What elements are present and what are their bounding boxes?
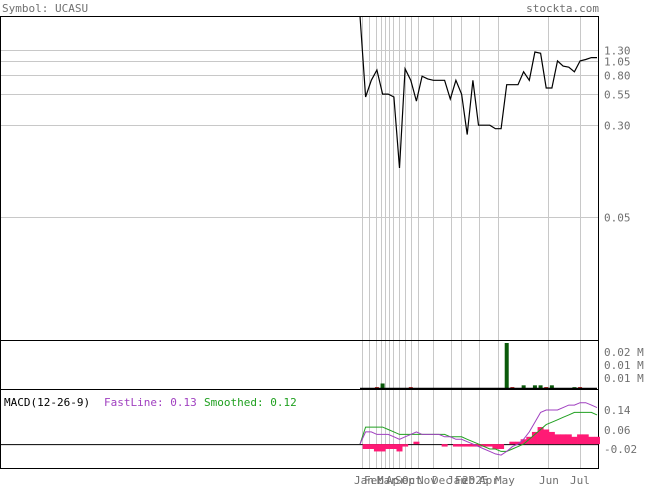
macd-histogram-bar bbox=[560, 434, 567, 445]
macd-histogram-bar bbox=[464, 444, 471, 447]
macd-histogram-bar bbox=[486, 444, 493, 447]
macd-histogram-bar bbox=[475, 444, 482, 447]
price-tick-label: 0.30 bbox=[604, 120, 631, 133]
volume-tick-label: 0.02 M bbox=[604, 346, 644, 359]
macd-histogram-bar bbox=[543, 429, 550, 445]
macd-histogram-bar bbox=[515, 441, 521, 445]
macd-tick-label: 0.06 bbox=[604, 424, 631, 437]
macd-histogram-bar bbox=[594, 436, 600, 445]
volume-tick-label: 0.01 M bbox=[604, 359, 644, 372]
x-tick-label: Mar bbox=[377, 474, 397, 486]
macd-histogram-bar bbox=[537, 427, 544, 445]
macd-smoothed-label: Smoothed: 0.12 bbox=[204, 396, 297, 409]
macd-fastline-line bbox=[359, 402, 598, 456]
macd-histogram-bar bbox=[385, 444, 392, 449]
outer-frame bbox=[0, 16, 599, 469]
macd-histogram-bar bbox=[452, 444, 459, 447]
price-series bbox=[359, 15, 597, 169]
macd-histogram-bar bbox=[402, 444, 409, 447]
macd-histogram-bar bbox=[373, 444, 380, 452]
price-tick-label: 0.05 bbox=[604, 212, 631, 225]
volume-bar bbox=[380, 383, 385, 389]
x-tick-label: Dec bbox=[432, 474, 452, 486]
macd-histogram-bar bbox=[548, 431, 555, 445]
volume-bar bbox=[538, 385, 543, 389]
x-tick-label: Feb bbox=[364, 474, 384, 486]
macd-histogram-bar bbox=[577, 434, 584, 445]
grid bbox=[0, 16, 599, 469]
volume-bars bbox=[360, 343, 597, 390]
macd-histogram-bar bbox=[469, 444, 476, 447]
panel-frames bbox=[0, 16, 599, 469]
volume-bar bbox=[504, 343, 509, 389]
volume-bar bbox=[532, 385, 537, 389]
x-tick-label: Nov bbox=[417, 474, 437, 486]
macd-histogram-bar bbox=[588, 436, 595, 445]
x-tick-label: Jul bbox=[570, 474, 590, 486]
macd-histogram-bar bbox=[498, 444, 505, 449]
macd-smoothed-line bbox=[359, 411, 598, 452]
x-tick-label: Sep bbox=[395, 474, 415, 486]
price-line bbox=[359, 15, 597, 169]
macd-histogram-bar bbox=[362, 444, 369, 449]
macd-histogram-bar bbox=[368, 444, 375, 449]
macd-histogram-bar bbox=[379, 444, 386, 452]
macd-histogram-bar bbox=[458, 444, 465, 447]
price-tick-label: 1.05 bbox=[604, 56, 631, 69]
macd-histogram-bar bbox=[520, 439, 527, 445]
x-tick-label: Apr bbox=[479, 474, 499, 486]
macd-histogram-bar bbox=[492, 444, 499, 449]
macd-histogram-bar bbox=[396, 444, 403, 452]
macd-tick-label: -0.02 bbox=[604, 443, 637, 456]
price-tick-label: 1.30 bbox=[604, 45, 631, 58]
macd-histogram-bar bbox=[554, 434, 561, 445]
x-tick-label: Jan bbox=[447, 474, 467, 486]
macd-histogram-bar bbox=[509, 441, 516, 445]
x-tick-label: Apr bbox=[386, 474, 406, 486]
x-tick-label: Feb bbox=[455, 474, 475, 486]
macd-title: MACD(12-26-9) bbox=[4, 396, 90, 409]
x-tick-label: May bbox=[495, 474, 515, 486]
site-label[interactable]: stockta.com bbox=[526, 2, 599, 15]
macd-histogram-bar bbox=[526, 436, 533, 445]
volume-tick-label: 0.01 M bbox=[604, 372, 644, 385]
macd-histogram-bar bbox=[571, 436, 578, 445]
macd-histogram-bar bbox=[441, 444, 448, 447]
macd-series bbox=[0, 402, 600, 456]
price-tick-label: 0.55 bbox=[604, 89, 631, 102]
volume-bar bbox=[549, 385, 554, 389]
x-tick-label: Oct bbox=[402, 474, 422, 486]
macd-fastline-label: FastLine: 0.13 bbox=[104, 396, 197, 409]
macd-tick-label: 0.14 bbox=[604, 404, 631, 417]
macd-histogram-bar bbox=[531, 431, 538, 445]
x-tick-label: Jan bbox=[354, 474, 374, 486]
volume-bar bbox=[521, 385, 526, 389]
symbol-label: Symbol: UCASU bbox=[2, 2, 88, 15]
macd-histogram-bar bbox=[481, 444, 488, 447]
price-tick-label: 0.80 bbox=[604, 70, 631, 83]
macd-histogram-bar bbox=[582, 434, 589, 445]
macd-histogram-bar bbox=[413, 441, 420, 445]
macd-histogram-bar bbox=[565, 434, 572, 445]
x-tick-label: Jun bbox=[539, 474, 559, 486]
x-tick-label: 2025 bbox=[462, 474, 489, 486]
macd-histogram-bar bbox=[390, 444, 397, 449]
tick-labels: 1.301.050.800.550.300.05JanFebMarAprSepO… bbox=[354, 45, 644, 486]
